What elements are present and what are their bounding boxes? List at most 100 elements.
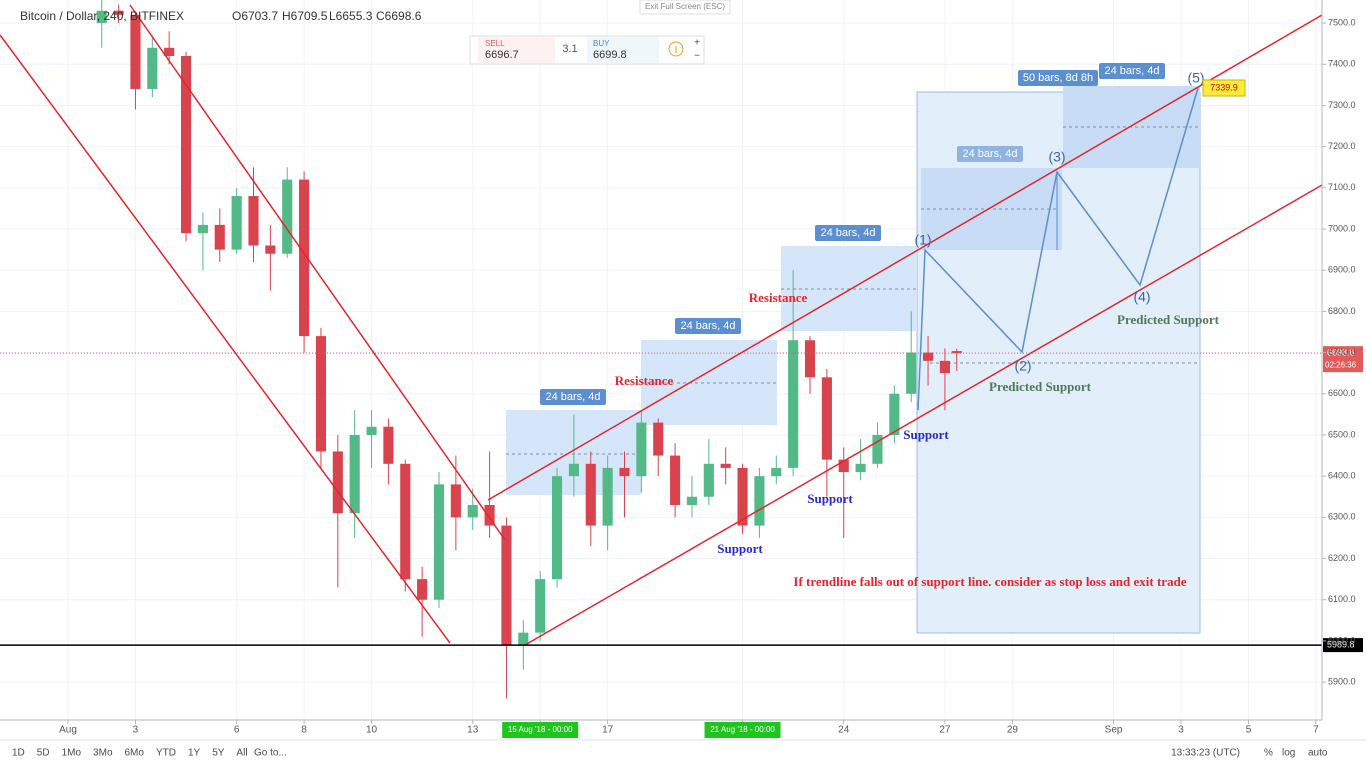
x-tick-label: 3 bbox=[133, 725, 139, 736]
percent-toggle[interactable]: % bbox=[1264, 748, 1273, 759]
range-label: 24 bars, 4d bbox=[545, 391, 600, 403]
range-label: 24 bars, 4d bbox=[820, 227, 875, 239]
buy-price[interactable]: 6699.8 bbox=[593, 49, 627, 61]
candle-body bbox=[265, 245, 276, 254]
goto-button[interactable]: Go to... bbox=[254, 748, 287, 759]
auto-toggle[interactable]: auto bbox=[1308, 748, 1328, 759]
x-tick-highlight bbox=[502, 722, 579, 738]
y-tick-label: 6400.0 bbox=[1328, 471, 1356, 481]
y-tick-label: 7500.0 bbox=[1328, 17, 1356, 27]
range-button[interactable]: 6Mo bbox=[125, 748, 145, 759]
range-label-bg bbox=[675, 318, 741, 334]
support-label: Support bbox=[717, 541, 763, 556]
candle-body bbox=[771, 467, 782, 477]
symbol[interactable]: Bitcoin / Dollar, 240, BITFINEX bbox=[20, 9, 184, 23]
trendline bbox=[0, 34, 451, 644]
range-label-bg bbox=[540, 389, 606, 405]
x-tick-label: 13 bbox=[467, 725, 479, 736]
candle-body bbox=[922, 352, 934, 361]
range-button[interactable]: YTD bbox=[156, 748, 176, 759]
range-button[interactable]: 1Mo bbox=[62, 748, 82, 759]
candle-body bbox=[113, 10, 124, 15]
candle-body bbox=[248, 196, 259, 246]
elliott-projection bbox=[917, 87, 1199, 411]
x-tick-label: Aug bbox=[59, 725, 77, 736]
zoom-plus[interactable]: + bbox=[694, 38, 700, 49]
support-label: Support bbox=[807, 491, 853, 506]
countdown: 02:26:36 bbox=[1325, 360, 1357, 369]
last-price-label: 6698.6 bbox=[1327, 348, 1355, 358]
candle-body bbox=[400, 463, 411, 580]
y-tick-label: 6200.0 bbox=[1328, 553, 1356, 563]
range-button[interactable]: 1Y bbox=[188, 748, 201, 759]
clock: 13:33:23 (UTC) bbox=[1171, 748, 1240, 759]
exit-label[interactable]: Exit Full Screen (ESC) bbox=[645, 2, 725, 11]
sell-button[interactable] bbox=[478, 37, 555, 63]
range-button[interactable]: 3Mo bbox=[93, 748, 113, 759]
buy-label[interactable]: BUY bbox=[593, 39, 610, 48]
candle-body bbox=[366, 426, 377, 435]
y-tick-label: 7200.0 bbox=[1328, 141, 1356, 151]
y-tick-label: 7000.0 bbox=[1328, 223, 1356, 233]
date-price-ranges: 24 bars, 4d 24 bars, 4d 24 bars, 4d 24 b… bbox=[506, 63, 1201, 634]
toolbar: 1D 5D 1Mo 3Mo 6Mo YTD 1Y 5Y All bbox=[12, 748, 248, 759]
resistance-label: Resistance bbox=[749, 290, 808, 305]
axes: 5900.0 6000.0 6100.0 6200.0 6300.0 6400.0 6500… bbox=[59, 17, 1356, 738]
range-label-bg bbox=[815, 225, 881, 241]
candle-body bbox=[231, 196, 242, 250]
candle-body bbox=[821, 377, 832, 460]
x-tick-label: 10 bbox=[366, 725, 378, 736]
buy-button[interactable] bbox=[587, 37, 659, 63]
range-button[interactable]: 5D bbox=[37, 748, 50, 759]
candle-body bbox=[535, 579, 546, 633]
candle-body bbox=[518, 632, 529, 646]
y-tick-label: 6000.0 bbox=[1328, 635, 1356, 645]
last-price-tag bbox=[1323, 346, 1363, 373]
candle-body bbox=[906, 352, 917, 394]
candle-body bbox=[214, 224, 225, 250]
trendline bbox=[129, 4, 506, 541]
candle-body bbox=[703, 463, 714, 497]
candle-body bbox=[670, 455, 681, 505]
info-icon[interactable] bbox=[668, 41, 684, 57]
x-tick-label: 24 bbox=[838, 725, 850, 736]
candle-body bbox=[653, 422, 664, 456]
x-tick-label: 21 Aug '18 - 00:00 bbox=[710, 725, 775, 734]
x-tick-label: 15 Aug '18 - 00:00 bbox=[508, 725, 573, 734]
target-tag bbox=[1202, 79, 1246, 97]
range-label-bg bbox=[1018, 70, 1098, 86]
range-button[interactable]: All bbox=[236, 748, 247, 759]
candle-body bbox=[551, 476, 563, 580]
candle-body bbox=[96, 10, 107, 24]
candle-body bbox=[147, 47, 158, 89]
trade-widget: SELL 6696.7 3.1 BUY 6699.8 + − bbox=[469, 35, 705, 65]
sell-label[interactable]: SELL bbox=[485, 39, 505, 48]
exit-button[interactable] bbox=[639, 0, 731, 15]
candle-body bbox=[450, 484, 461, 518]
y-tick-label: 7300.0 bbox=[1328, 100, 1356, 110]
x-tick-label: 29 bbox=[1007, 725, 1019, 736]
candle-body bbox=[754, 476, 765, 526]
x-tick-label: 7 bbox=[1313, 725, 1319, 736]
range-button[interactable]: 5Y bbox=[212, 748, 225, 759]
candle-body bbox=[737, 467, 748, 526]
candle-body bbox=[855, 463, 866, 473]
candle-body bbox=[130, 14, 141, 89]
candle-body bbox=[299, 179, 310, 337]
sell-price[interactable]: 6696.7 bbox=[485, 49, 519, 61]
support-level-tag bbox=[1323, 638, 1363, 653]
candles bbox=[96, 0, 962, 699]
range-label: 24 bars, 4d bbox=[1104, 65, 1159, 77]
stop-loss-note: If trendline falls out of support line. … bbox=[793, 574, 1186, 589]
range-button[interactable]: 1D bbox=[12, 748, 25, 759]
candle-body bbox=[383, 426, 394, 464]
y-tick-label: 6300.0 bbox=[1328, 512, 1356, 522]
log-toggle[interactable]: log bbox=[1282, 748, 1295, 759]
candle-body bbox=[282, 179, 293, 254]
candle-body bbox=[332, 451, 343, 514]
y-tick-label: 6800.0 bbox=[1328, 306, 1356, 316]
candle-body bbox=[349, 434, 360, 514]
wave-label: (1) bbox=[914, 232, 931, 248]
candle-body bbox=[501, 525, 512, 646]
zoom-minus[interactable]: − bbox=[694, 51, 700, 62]
